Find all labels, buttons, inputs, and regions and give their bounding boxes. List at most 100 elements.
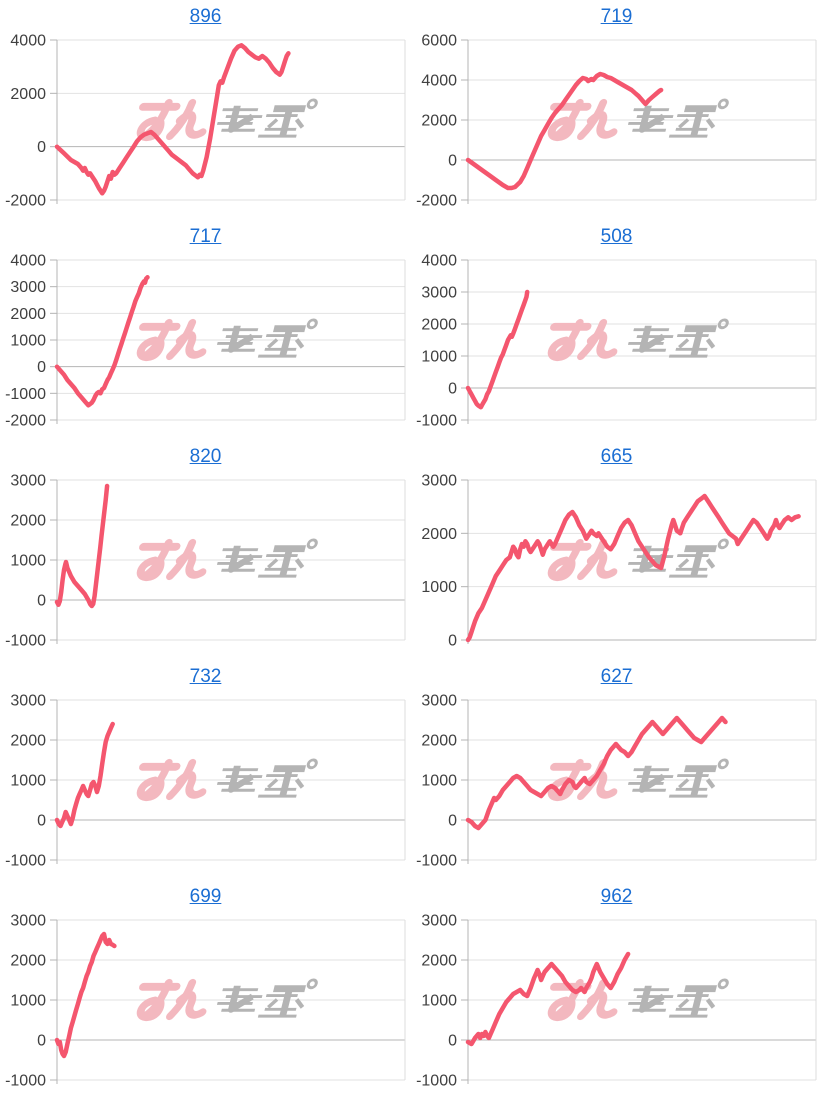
y-tick-label: 2000 bbox=[10, 86, 46, 103]
minrepo-watermark bbox=[547, 540, 729, 577]
y-tick-label: 0 bbox=[37, 139, 46, 156]
data-line-665 bbox=[465, 493, 801, 643]
chart-canvas: 4000 2000 0 -2000 bbox=[5, 33, 406, 210]
chart-title-link-717[interactable]: 717 bbox=[189, 226, 222, 247]
y-tick-label: 3000 bbox=[421, 693, 457, 710]
data-line-962 bbox=[465, 951, 631, 1047]
y-tick-label: 0 bbox=[448, 381, 457, 398]
y-tick-label: 2000 bbox=[421, 953, 457, 970]
y-tick-label: 4000 bbox=[10, 33, 46, 50]
y-tick-label: 3000 bbox=[421, 285, 457, 302]
y-tick-label: 3000 bbox=[421, 913, 457, 930]
y-tick-label: 2000 bbox=[10, 513, 46, 530]
chart-cell-719: 719 6000 4000 2000 0 -2000 bbox=[411, 0, 822, 220]
y-tick-label: 1000 bbox=[10, 993, 46, 1010]
chart-canvas: 3000 2000 1000 0 bbox=[421, 473, 817, 650]
y-tick-label: 4000 bbox=[421, 253, 457, 270]
chart-title-link-962[interactable]: 962 bbox=[600, 886, 633, 907]
minrepo-watermark bbox=[547, 100, 729, 137]
chart-canvas: 3000 2000 1000 0 -1000 bbox=[416, 693, 817, 870]
minrepo-watermark bbox=[136, 760, 318, 797]
y-tick-label: 2000 bbox=[10, 306, 46, 323]
y-tick-label: 1000 bbox=[421, 993, 457, 1010]
chart-cell-820: 820 3000 2000 1000 0 -1000 bbox=[0, 440, 411, 660]
y-tick-label: 0 bbox=[448, 153, 457, 170]
minrepo-watermark bbox=[547, 760, 729, 797]
y-tick-label: 2000 bbox=[10, 953, 46, 970]
chart-title-link-820[interactable]: 820 bbox=[189, 446, 222, 467]
chart-cell-699: 699 3000 2000 1000 0 -1000 bbox=[0, 880, 411, 1100]
minrepo-watermark bbox=[136, 980, 318, 1017]
y-tick-label: -1000 bbox=[416, 1073, 457, 1090]
y-tick-label: 2000 bbox=[421, 526, 457, 543]
y-tick-label: -2000 bbox=[416, 193, 457, 210]
chart-title-link-719[interactable]: 719 bbox=[600, 6, 633, 27]
y-tick-label: -1000 bbox=[416, 413, 457, 430]
y-tick-label: -1000 bbox=[416, 853, 457, 870]
y-tick-label: 3000 bbox=[10, 913, 46, 930]
y-tick-label: -1000 bbox=[5, 853, 46, 870]
y-tick-label: 1000 bbox=[421, 579, 457, 596]
y-tick-label: -2000 bbox=[5, 193, 46, 210]
data-line-699 bbox=[54, 931, 117, 1059]
y-tick-label: 2000 bbox=[421, 317, 457, 334]
chart-cell-627: 627 3000 2000 1000 0 -1000 bbox=[411, 660, 822, 880]
chart-title-link-627[interactable]: 627 bbox=[600, 666, 633, 687]
y-tick-label: 2000 bbox=[421, 733, 457, 750]
y-tick-label: -1000 bbox=[5, 386, 46, 403]
y-tick-label: -1000 bbox=[5, 1073, 46, 1090]
y-tick-label: 1000 bbox=[421, 349, 457, 366]
y-tick-label: 0 bbox=[37, 593, 46, 610]
chart-cell-962: 962 3000 2000 1000 0 -1000 bbox=[411, 880, 822, 1100]
chart-cell-732: 732 3000 2000 1000 0 -1000 bbox=[0, 660, 411, 880]
y-tick-label: 0 bbox=[448, 813, 457, 830]
chart-canvas: 3000 2000 1000 0 -1000 bbox=[5, 473, 406, 650]
y-tick-label: 3000 bbox=[10, 279, 46, 296]
minrepo-watermark bbox=[136, 540, 318, 577]
chart-title-link-508[interactable]: 508 bbox=[600, 226, 633, 247]
y-tick-label: 0 bbox=[37, 359, 46, 376]
chart-canvas: 4000 3000 2000 1000 0 -1000 -2000 bbox=[5, 253, 406, 430]
minrepo-watermark bbox=[136, 320, 318, 357]
chart-title-link-732[interactable]: 732 bbox=[189, 666, 222, 687]
minrepo-watermark bbox=[547, 320, 729, 357]
y-tick-label: 0 bbox=[37, 1033, 46, 1050]
y-tick-label: 0 bbox=[448, 633, 457, 650]
chart-canvas: 3000 2000 1000 0 -1000 bbox=[5, 693, 406, 870]
chart-cell-665: 665 3000 2000 1000 0 bbox=[411, 440, 822, 660]
y-tick-label: 3000 bbox=[421, 473, 457, 490]
y-tick-label: 0 bbox=[448, 1033, 457, 1050]
y-tick-label: 3000 bbox=[10, 473, 46, 490]
chart-cell-896: 896 4000 2000 0 -2000 bbox=[0, 0, 411, 220]
y-tick-label: -1000 bbox=[5, 633, 46, 650]
chart-cell-508: 508 4000 3000 2000 1000 0 -1000 bbox=[411, 220, 822, 440]
data-line-896 bbox=[54, 43, 291, 196]
minrepo-watermark bbox=[547, 980, 729, 1017]
y-tick-label: 1000 bbox=[10, 333, 46, 350]
y-tick-label: 6000 bbox=[421, 33, 457, 50]
y-tick-label: 4000 bbox=[421, 73, 457, 90]
data-line-820 bbox=[54, 483, 110, 609]
chart-canvas: 6000 4000 2000 0 -2000 bbox=[416, 33, 817, 210]
y-tick-label: 1000 bbox=[10, 553, 46, 570]
chart-cell-717: 717 4000 3000 2000 1000 0 -1000 -2000 bbox=[0, 220, 411, 440]
y-tick-label: 2000 bbox=[10, 733, 46, 750]
data-line-627 bbox=[465, 715, 728, 831]
data-line-719 bbox=[465, 71, 664, 191]
y-tick-label: 1000 bbox=[10, 773, 46, 790]
y-tick-label: 3000 bbox=[10, 693, 46, 710]
y-tick-label: 1000 bbox=[421, 773, 457, 790]
chart-title-link-699[interactable]: 699 bbox=[189, 886, 222, 907]
y-tick-label: -2000 bbox=[5, 413, 46, 430]
data-line-508 bbox=[465, 289, 530, 410]
minrepo-watermark bbox=[136, 100, 318, 137]
chart-canvas: 3000 2000 1000 0 -1000 bbox=[416, 913, 817, 1090]
data-line-717 bbox=[54, 275, 150, 408]
chart-canvas: 4000 3000 2000 1000 0 -1000 bbox=[416, 253, 817, 430]
y-tick-label: 4000 bbox=[10, 253, 46, 270]
y-tick-label: 2000 bbox=[421, 113, 457, 130]
chart-title-link-896[interactable]: 896 bbox=[189, 6, 222, 27]
chart-title-link-665[interactable]: 665 bbox=[600, 446, 633, 467]
chart-canvas: 3000 2000 1000 0 -1000 bbox=[5, 913, 406, 1090]
